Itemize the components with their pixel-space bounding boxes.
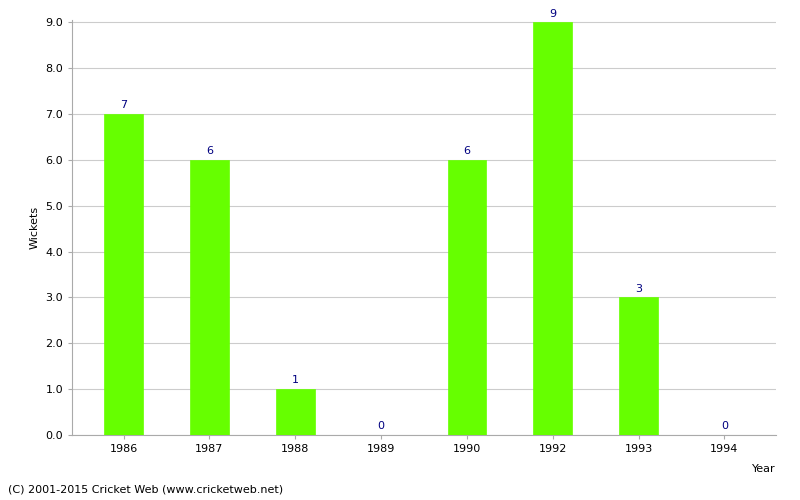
- Text: 7: 7: [120, 100, 127, 110]
- Text: 9: 9: [550, 8, 556, 18]
- Text: 6: 6: [463, 146, 470, 156]
- Bar: [190, 160, 229, 435]
- Y-axis label: Wickets: Wickets: [30, 206, 40, 249]
- Text: 1: 1: [292, 376, 298, 386]
- Text: 0: 0: [378, 422, 385, 432]
- Text: 0: 0: [721, 422, 728, 432]
- Bar: [534, 22, 572, 435]
- Text: 6: 6: [206, 146, 213, 156]
- Text: Year: Year: [752, 464, 776, 474]
- Text: 3: 3: [635, 284, 642, 294]
- Bar: [619, 298, 658, 435]
- Bar: [276, 389, 314, 435]
- Bar: [104, 114, 143, 435]
- Text: (C) 2001-2015 Cricket Web (www.cricketweb.net): (C) 2001-2015 Cricket Web (www.cricketwe…: [8, 485, 283, 495]
- Bar: [448, 160, 486, 435]
